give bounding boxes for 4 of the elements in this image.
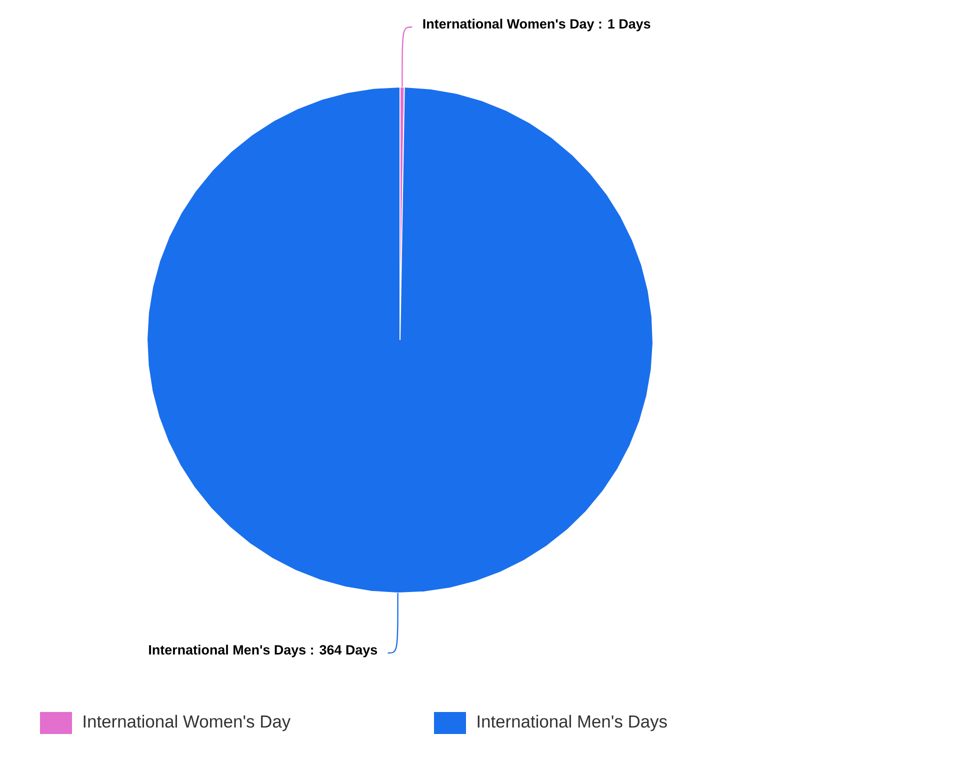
data-label: International Women's Day : 1 Days — [423, 18, 650, 32]
legend-label: International Women's Day — [84, 714, 291, 732]
data-label: International Men's Days : 364 Days — [149, 644, 378, 658]
legend-label: International Men's Days — [478, 714, 667, 732]
